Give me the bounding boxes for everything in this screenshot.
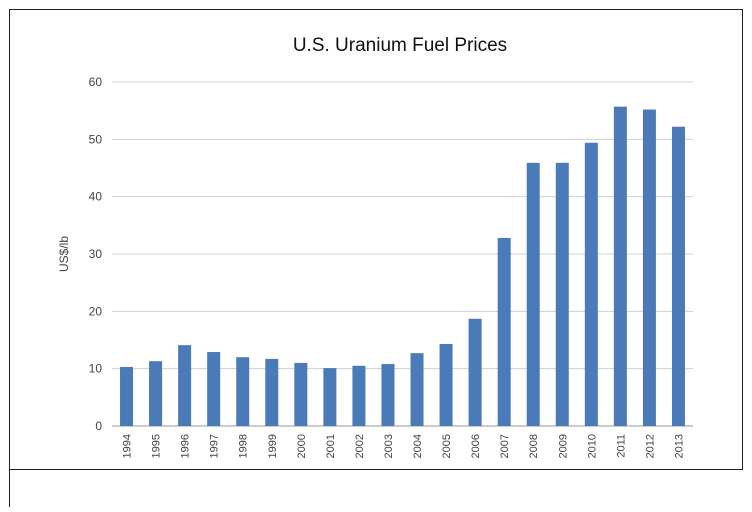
bar <box>613 106 627 427</box>
bar <box>381 364 395 426</box>
bar <box>410 353 424 426</box>
bar <box>468 318 482 426</box>
bar <box>526 162 540 426</box>
chart-frame <box>9 9 743 470</box>
bar <box>265 358 279 426</box>
x-tick-label: 2012 <box>644 434 656 458</box>
bar <box>294 362 308 426</box>
x-tick-label: 2006 <box>470 434 482 458</box>
x-tick-label: 2000 <box>296 434 308 458</box>
x-tick-label: 2008 <box>528 434 540 458</box>
x-tick-label: 2003 <box>383 434 395 458</box>
x-tick-label: 2005 <box>441 434 453 458</box>
y-tick-label: 40 <box>89 190 103 204</box>
x-tick-label: 2002 <box>354 434 366 458</box>
x-tick-label: 2009 <box>557 434 569 458</box>
bar <box>236 357 250 426</box>
x-tick-label: 2004 <box>412 434 424 458</box>
bar <box>555 162 569 426</box>
chart-title: U.S. Uranium Fuel Prices <box>293 35 507 56</box>
bar <box>120 366 134 426</box>
y-axis-label: US$/lb <box>57 236 71 272</box>
bar <box>352 365 366 426</box>
bar <box>323 368 337 426</box>
x-tick-label: 2011 <box>615 434 627 458</box>
x-tick-label: 1996 <box>180 434 192 458</box>
x-tick-label: 2007 <box>499 434 511 458</box>
y-tick-label: 50 <box>89 132 103 146</box>
x-tick-label: 1998 <box>238 434 250 458</box>
y-tick-label: 30 <box>89 247 103 261</box>
y-tick-label: 0 <box>95 419 102 433</box>
x-tick-label: 1994 <box>122 434 134 458</box>
x-tick-label: 2013 <box>673 434 685 458</box>
bar <box>584 142 598 427</box>
x-tick-label: 2010 <box>586 434 598 458</box>
bar <box>207 352 221 426</box>
y-tick-label: 10 <box>89 362 103 376</box>
bar <box>642 109 656 427</box>
bar <box>671 126 685 426</box>
bar <box>439 344 453 426</box>
x-tick-label: 1995 <box>151 434 163 458</box>
x-tick-label: 1997 <box>209 434 221 458</box>
y-tick-label: 20 <box>89 304 103 318</box>
y-tick-label: 60 <box>89 75 103 89</box>
x-tick-label: 1999 <box>267 434 279 458</box>
bar <box>178 345 192 426</box>
bar <box>149 361 163 426</box>
bar <box>497 237 511 426</box>
x-tick-label: 2001 <box>325 434 337 458</box>
